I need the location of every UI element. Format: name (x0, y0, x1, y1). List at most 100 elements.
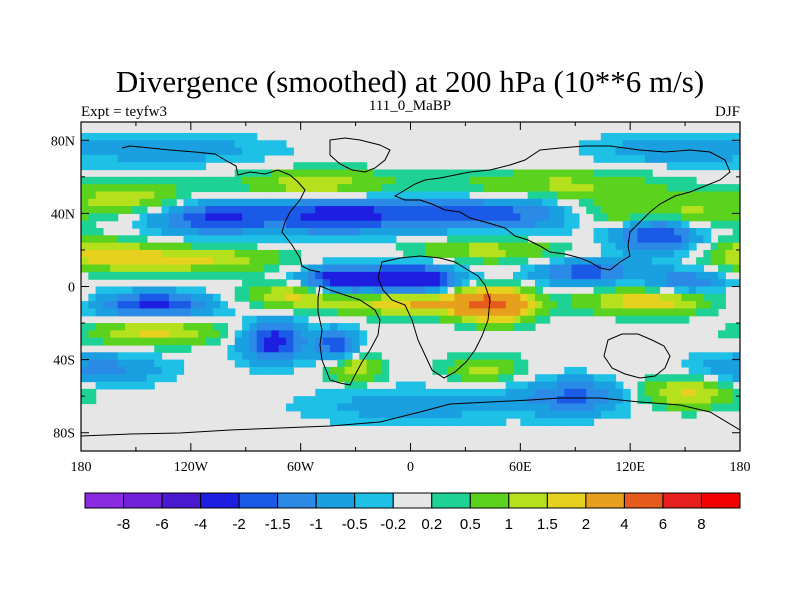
field-cell (307, 279, 316, 288)
field-cell (139, 184, 148, 193)
field-cell (608, 147, 617, 156)
field-cell (549, 308, 558, 317)
field-cell (139, 293, 148, 302)
field-cell (622, 293, 631, 302)
field-cell (644, 286, 653, 295)
field-cell (520, 271, 529, 280)
field-cell (359, 374, 368, 383)
field-cell (256, 198, 265, 207)
field-cell (344, 293, 353, 302)
field-cell (644, 388, 653, 397)
field-cell (154, 330, 163, 339)
field-cell (491, 410, 499, 419)
field-cell (483, 184, 492, 193)
field-cell (439, 271, 448, 280)
field-cell (454, 352, 463, 361)
field-cell (564, 242, 573, 251)
field-cell (586, 279, 595, 288)
field-cell (176, 191, 185, 200)
field-cell (505, 249, 514, 258)
field-cell (644, 154, 653, 163)
field-cell (132, 352, 141, 361)
colorbar-box (277, 492, 317, 509)
field-cell (132, 337, 141, 346)
field-cell (644, 264, 653, 273)
field-cell (469, 257, 477, 266)
field-cell (278, 352, 287, 361)
field-cell (556, 191, 565, 200)
field-cell (242, 264, 251, 273)
field-cell (88, 352, 97, 361)
field-cell (608, 286, 617, 295)
field-cell (600, 249, 609, 258)
field-cell (674, 235, 683, 244)
field-cell (556, 381, 565, 390)
field-cell (176, 242, 185, 251)
field-cell (366, 315, 375, 324)
field-cell (674, 176, 683, 185)
field-cell (322, 198, 331, 207)
field-cell (278, 366, 287, 375)
field-cell (344, 286, 353, 295)
colorbar-box (123, 492, 163, 509)
field-cell (373, 374, 382, 383)
field-cell (139, 228, 148, 236)
field-cell (249, 344, 258, 353)
field-cell (666, 140, 675, 149)
field-cell (439, 279, 448, 288)
field-cell (300, 315, 309, 324)
field-cell (307, 301, 316, 310)
field-cell (176, 213, 185, 222)
field-cell (256, 344, 265, 353)
field-cell (666, 213, 675, 222)
field-cell (220, 308, 229, 317)
field-cell (205, 176, 214, 185)
field-cell (417, 403, 426, 412)
field-cell (461, 388, 470, 397)
field-cell (132, 381, 141, 390)
field-cell (88, 228, 97, 236)
field-cell (307, 403, 316, 412)
field-cell (190, 228, 199, 236)
field-cell (102, 184, 111, 193)
field-cell (534, 220, 543, 229)
field-cell (212, 301, 221, 310)
field-cell (205, 323, 214, 331)
field-cell (564, 264, 573, 273)
field-cell (483, 418, 492, 427)
field-cell (469, 352, 477, 361)
field-cell (608, 308, 617, 317)
field-cell (286, 359, 294, 368)
field-cell (154, 257, 163, 266)
field-cell (564, 410, 573, 419)
field-cell (732, 352, 740, 361)
field-cell (542, 184, 551, 193)
field-cell (710, 154, 719, 163)
field-cell (659, 396, 668, 405)
field-cell (366, 286, 375, 295)
field-cell (637, 198, 646, 207)
field-cell (271, 301, 280, 310)
field-cell (586, 396, 595, 405)
field-cell (688, 154, 697, 163)
field-cell (300, 352, 309, 361)
field-cell (454, 301, 463, 310)
field-cell (476, 315, 485, 324)
field-cell (718, 286, 726, 295)
field-cell (110, 366, 119, 375)
field-cell (337, 286, 346, 295)
field-cell (227, 344, 236, 353)
field-cell (696, 213, 704, 222)
field-cell (242, 315, 251, 324)
field-cell (703, 271, 712, 280)
field-cell (286, 176, 294, 185)
field-cell (681, 279, 690, 288)
field-cell (373, 257, 382, 266)
field-cell (373, 169, 382, 178)
field-cell (586, 410, 595, 419)
field-cell (469, 249, 477, 258)
field-cell (146, 228, 155, 236)
field-cell (395, 191, 404, 200)
field-cell (81, 220, 89, 229)
field-cell (630, 132, 639, 141)
